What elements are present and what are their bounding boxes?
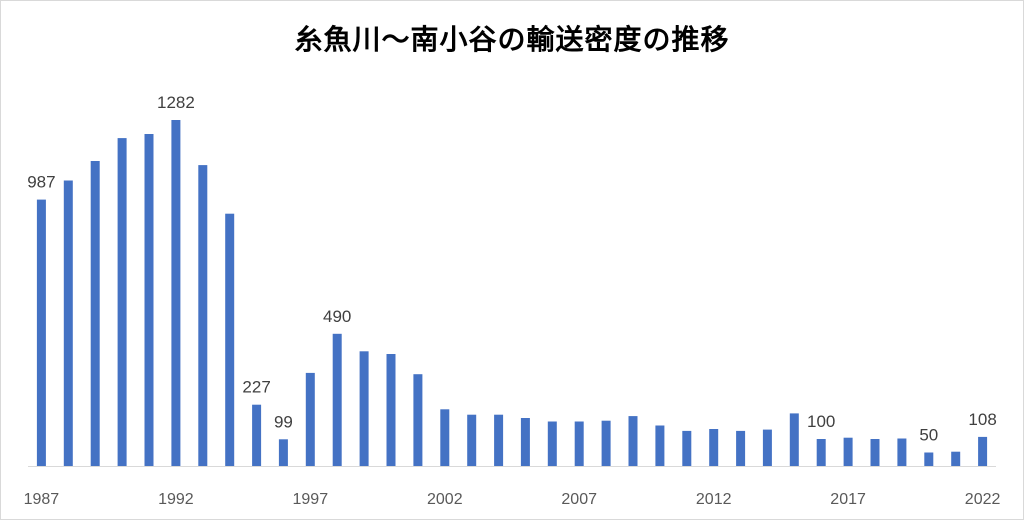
bar-2020	[924, 452, 934, 466]
bar-1992	[171, 120, 181, 466]
x-tick-label-2012: 2012	[696, 491, 732, 508]
bar-2019	[897, 438, 907, 466]
x-tick-label-1997: 1997	[293, 491, 329, 508]
x-tick-label-2007: 2007	[561, 491, 597, 508]
bar-1988	[63, 180, 73, 466]
bar-2012	[709, 429, 719, 466]
bar-2006	[547, 421, 557, 466]
x-tick-label-2017: 2017	[830, 491, 866, 508]
bar-2007	[574, 421, 584, 466]
bar-1991	[144, 134, 154, 466]
bar-2001	[413, 374, 423, 466]
x-tick-label-1987: 1987	[24, 491, 60, 508]
bar-2015	[789, 413, 799, 466]
bar-1995	[252, 404, 262, 466]
bar-2009	[628, 416, 638, 466]
data-label-1995: 227	[242, 378, 270, 397]
data-label-1992: 1282	[157, 93, 195, 112]
bar-1990	[117, 138, 127, 466]
bar-2014	[762, 429, 772, 466]
chart-title: 糸魚川〜南小谷の輸送密度の推移	[294, 23, 730, 56]
data-label-1996: 99	[274, 412, 293, 431]
bar-2010	[655, 425, 665, 466]
data-label-2020: 50	[919, 426, 938, 445]
bar-2003	[467, 414, 477, 466]
bar-2018	[870, 439, 880, 466]
bar-2005	[520, 418, 530, 466]
data-label-2022: 108	[968, 410, 996, 429]
bar-2017	[843, 437, 853, 466]
bar-2016	[816, 439, 826, 466]
bar-1997	[305, 372, 315, 466]
data-label-1998: 490	[323, 307, 351, 326]
x-tick-label-1992: 1992	[158, 491, 194, 508]
bar-2022	[978, 436, 988, 466]
bar-2002	[440, 409, 450, 466]
bar-1996	[278, 439, 288, 466]
bar-1993	[198, 165, 208, 466]
bar-1987	[36, 199, 46, 466]
bar-2021	[951, 451, 961, 466]
bar-1999	[359, 351, 369, 466]
bar-2000	[386, 354, 396, 466]
x-tick-label-2002: 2002	[427, 491, 463, 508]
x-tick-label-2022: 2022	[965, 491, 1001, 508]
data-label-2016: 100	[807, 412, 835, 431]
bar-2004	[494, 414, 504, 466]
bar-1994	[225, 213, 235, 466]
bar-2008	[601, 420, 611, 466]
bar-2011	[682, 430, 692, 466]
data-label-1987: 987	[27, 173, 55, 192]
bar-1998	[332, 333, 342, 466]
bar-1989	[90, 161, 100, 466]
bar-2013	[736, 430, 746, 466]
